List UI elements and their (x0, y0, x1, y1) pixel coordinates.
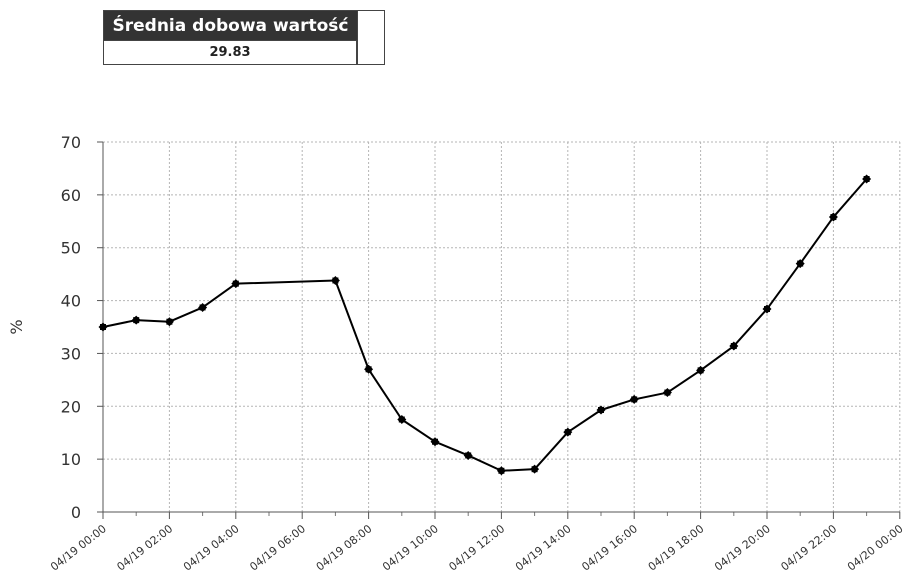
x-tick-label: 04/19 22:00 (779, 522, 840, 573)
chart-series (98, 174, 872, 476)
x-tick-label: 04/19 14:00 (513, 522, 574, 573)
data-point-core (133, 317, 140, 324)
data-point-core (631, 396, 638, 403)
x-tick-label: 04/19 02:00 (115, 522, 176, 573)
x-tick-label: 04/19 06:00 (247, 522, 308, 573)
daily-average-panel: Średnia dobowa wartość 29.83 (103, 10, 385, 65)
data-point-core (398, 416, 405, 423)
data-point-core (166, 318, 173, 325)
data-point-core (199, 304, 206, 311)
data-point-core (365, 366, 372, 373)
x-tick-label: 04/19 00:00 (48, 522, 109, 573)
data-point-core (598, 406, 604, 413)
daily-average-side-cell (357, 11, 384, 64)
x-tick-label: 04/19 18:00 (646, 522, 707, 573)
data-point-core (531, 466, 538, 473)
data-point-core (498, 467, 505, 474)
y-axis-ticks: 0 10 20 30 40 50 60 70 (61, 133, 81, 522)
daily-average-value: 29.83 (104, 40, 357, 64)
x-tick-label: 04/19 10:00 (380, 522, 441, 573)
y-tick-label: 70 (61, 133, 81, 152)
data-point-core (564, 429, 571, 436)
y-tick-label: 30 (61, 344, 81, 363)
series-line (102, 178, 868, 472)
chart-grid (103, 141, 901, 512)
daily-average-label: Średnia dobowa wartość (104, 11, 357, 40)
y-axis-label: % (7, 319, 26, 334)
x-tick-label: 04/19 04:00 (181, 522, 242, 573)
y-tick-label: 50 (61, 239, 81, 258)
y-tick-label: 20 (61, 397, 81, 416)
data-point-core (664, 389, 671, 396)
x-tick-label: 04/19 12:00 (447, 522, 508, 573)
x-tick-label: 04/19 08:00 (314, 522, 375, 573)
data-point-core (432, 438, 438, 445)
x-axis-ticks: 04/19 00:00 04/19 02:00 04/19 04:00 04/19 0… (48, 522, 906, 573)
y-tick-label: 0 (71, 503, 81, 522)
data-point-core (232, 280, 239, 287)
x-tick-label: 04/19 20:00 (712, 522, 773, 573)
chart-axes (97, 141, 901, 519)
data-point-core (863, 176, 870, 182)
data-point-core (830, 214, 837, 221)
y-tick-label: 10 (61, 450, 81, 469)
x-tick-label: 04/20 00:00 (845, 522, 906, 573)
data-point-core (332, 277, 339, 284)
data-point-core (465, 452, 472, 459)
data-point-core (697, 367, 704, 374)
data-point-core (797, 260, 804, 267)
data-point-core (764, 306, 770, 313)
data-point-core (100, 324, 106, 330)
x-tick-label: 04/19 16:00 (579, 522, 640, 573)
y-tick-label: 60 (61, 186, 81, 205)
data-point-core (730, 343, 737, 350)
y-tick-label: 40 (61, 292, 81, 311)
